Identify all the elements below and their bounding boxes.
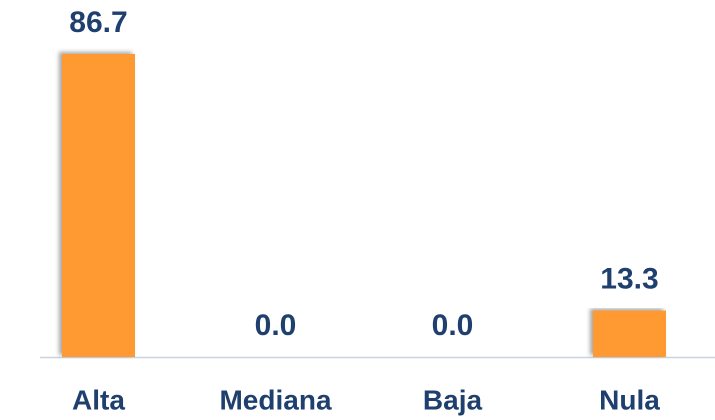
- data-label: 0.0: [432, 309, 474, 342]
- bar: [62, 54, 135, 357]
- x-tick-label: Alta: [72, 384, 125, 415]
- x-tick-label: Baja: [423, 384, 483, 415]
- data-label: 0.0: [255, 309, 297, 342]
- x-tick-label: Mediana: [219, 384, 331, 415]
- bar: [593, 310, 666, 357]
- data-label: 13.3: [600, 262, 658, 295]
- data-label: 86.7: [69, 6, 127, 39]
- x-tick-label: Nula: [599, 384, 660, 415]
